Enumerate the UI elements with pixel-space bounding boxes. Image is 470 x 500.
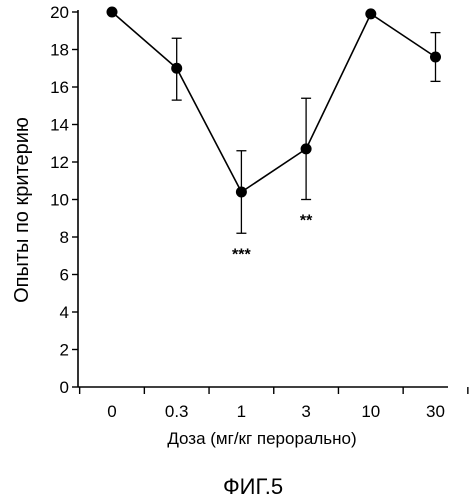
figure-label: ФИГ.5 — [223, 474, 283, 499]
x-tick-label: 0.3 — [165, 402, 189, 421]
y-tick-label: 0 — [60, 378, 69, 397]
data-point — [171, 62, 183, 74]
data-point — [430, 51, 441, 63]
y-tick-label: 12 — [50, 153, 69, 172]
y-axis-title: Опыты по критерию — [11, 117, 33, 303]
x-tick-label: 3 — [301, 402, 310, 421]
y-axis: 0 2 4 6 8 10 12 14 16 18 20 — [50, 3, 79, 397]
data-point — [106, 6, 118, 18]
y-tick-label: 6 — [60, 266, 69, 285]
data-point — [235, 186, 247, 198]
y-tick-label: 16 — [50, 78, 69, 97]
x-tick-label: 30 — [426, 402, 445, 421]
x-axis: 0 0.3 1 3 10 30 — [78, 386, 469, 421]
y-tick-label: 8 — [60, 228, 69, 247]
y-tick-label: 14 — [50, 116, 69, 135]
x-axis-title: Доза (мг/кг перорально) — [167, 429, 356, 448]
x-tick-label: 1 — [237, 402, 246, 421]
x-tick-label: 0 — [107, 402, 116, 421]
significance-label: *** — [232, 246, 251, 263]
y-tick-label: 10 — [50, 191, 69, 210]
data-point — [300, 143, 312, 155]
significance-label: ** — [300, 213, 313, 230]
y-tick-label: 2 — [60, 341, 69, 360]
data-point — [365, 8, 377, 20]
y-tick-label: 20 — [50, 3, 69, 22]
y-tick-label: 18 — [50, 41, 69, 60]
plot-area: ***** — [106, 6, 441, 263]
y-tick-label: 4 — [60, 303, 69, 322]
series-line — [111, 11, 436, 194]
x-tick-label: 10 — [361, 402, 380, 421]
